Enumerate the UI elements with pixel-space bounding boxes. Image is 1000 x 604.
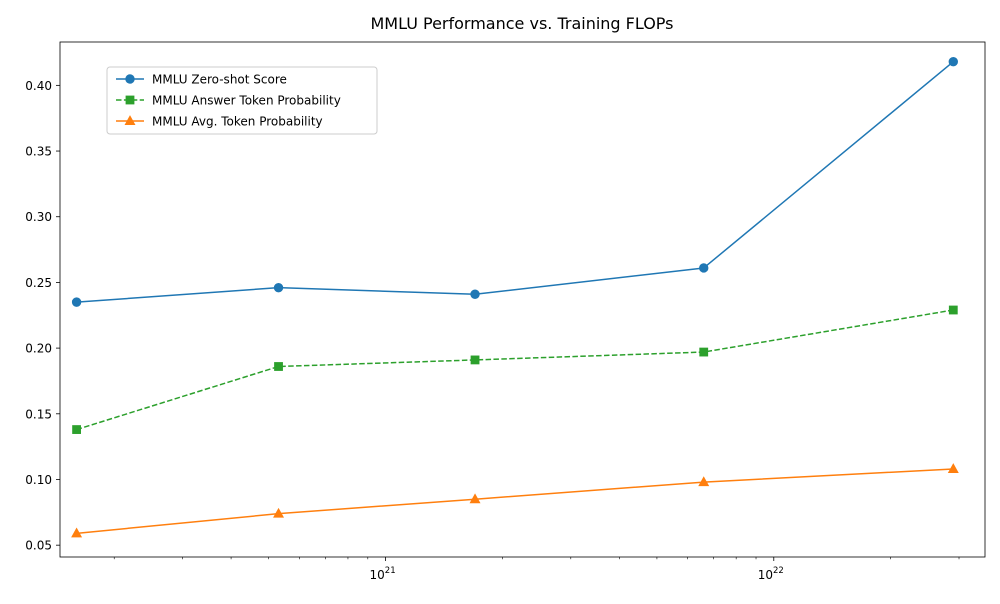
legend-label: MMLU Answer Token Probability [152, 94, 341, 108]
data-point [469, 493, 481, 504]
chart-title: MMLU Performance vs. Training FLOPs [370, 14, 673, 33]
data-point [947, 463, 959, 473]
legend-entry: MMLU Answer Token Probability [116, 94, 341, 108]
legend-label: MMLU Zero-shot Score [152, 73, 287, 87]
data-point [698, 476, 710, 487]
data-point [72, 425, 81, 434]
legend: MMLU Zero-shot Score MMLU Answer Token Pr… [106, 66, 378, 135]
axes: 0.05 0.10 0.15 0.20 0.25 0.30 0.35 0.40 1021 1022 [25, 41, 986, 582]
data-point [273, 507, 285, 518]
legend-marker [124, 115, 136, 125]
data-point [948, 57, 958, 67]
data-point [273, 282, 284, 293]
legend-marker [125, 95, 135, 105]
series-3 [71, 463, 959, 538]
x-tick-label: 1022 [758, 566, 784, 582]
data-point [699, 263, 709, 273]
legend-entry: MMLU Zero-shot Score [116, 73, 287, 87]
data-point [699, 347, 709, 357]
series-line [76, 468, 954, 535]
y-tick-label: 0.05 [25, 539, 52, 553]
data-point [470, 289, 480, 299]
series-1 [71, 57, 958, 307]
legend-box [106, 66, 378, 135]
y-tick-label: 0.35 [25, 145, 52, 159]
data-point [274, 362, 283, 371]
y-tick-label: 0.40 [25, 79, 52, 93]
y-tick-label: 0.25 [25, 276, 52, 290]
legend-marker [125, 74, 135, 84]
data-point [948, 305, 958, 315]
plot-area [71, 57, 959, 538]
data-point [71, 527, 83, 538]
y-tick-label: 0.15 [25, 407, 52, 421]
y-tick-label: 0.20 [25, 342, 52, 356]
axes-frame [59, 41, 986, 558]
y-tick-label: 0.30 [25, 210, 52, 224]
x-tick-label: 1021 [370, 566, 396, 582]
y-tick-label: 0.10 [25, 473, 52, 487]
legend-entry: MMLU Avg. Token Probability [116, 115, 323, 129]
legend-label: MMLU Avg. Token Probability [152, 115, 323, 129]
series-line [76, 309, 954, 431]
data-point [71, 297, 82, 307]
series-2 [72, 305, 958, 434]
data-point [470, 355, 480, 365]
